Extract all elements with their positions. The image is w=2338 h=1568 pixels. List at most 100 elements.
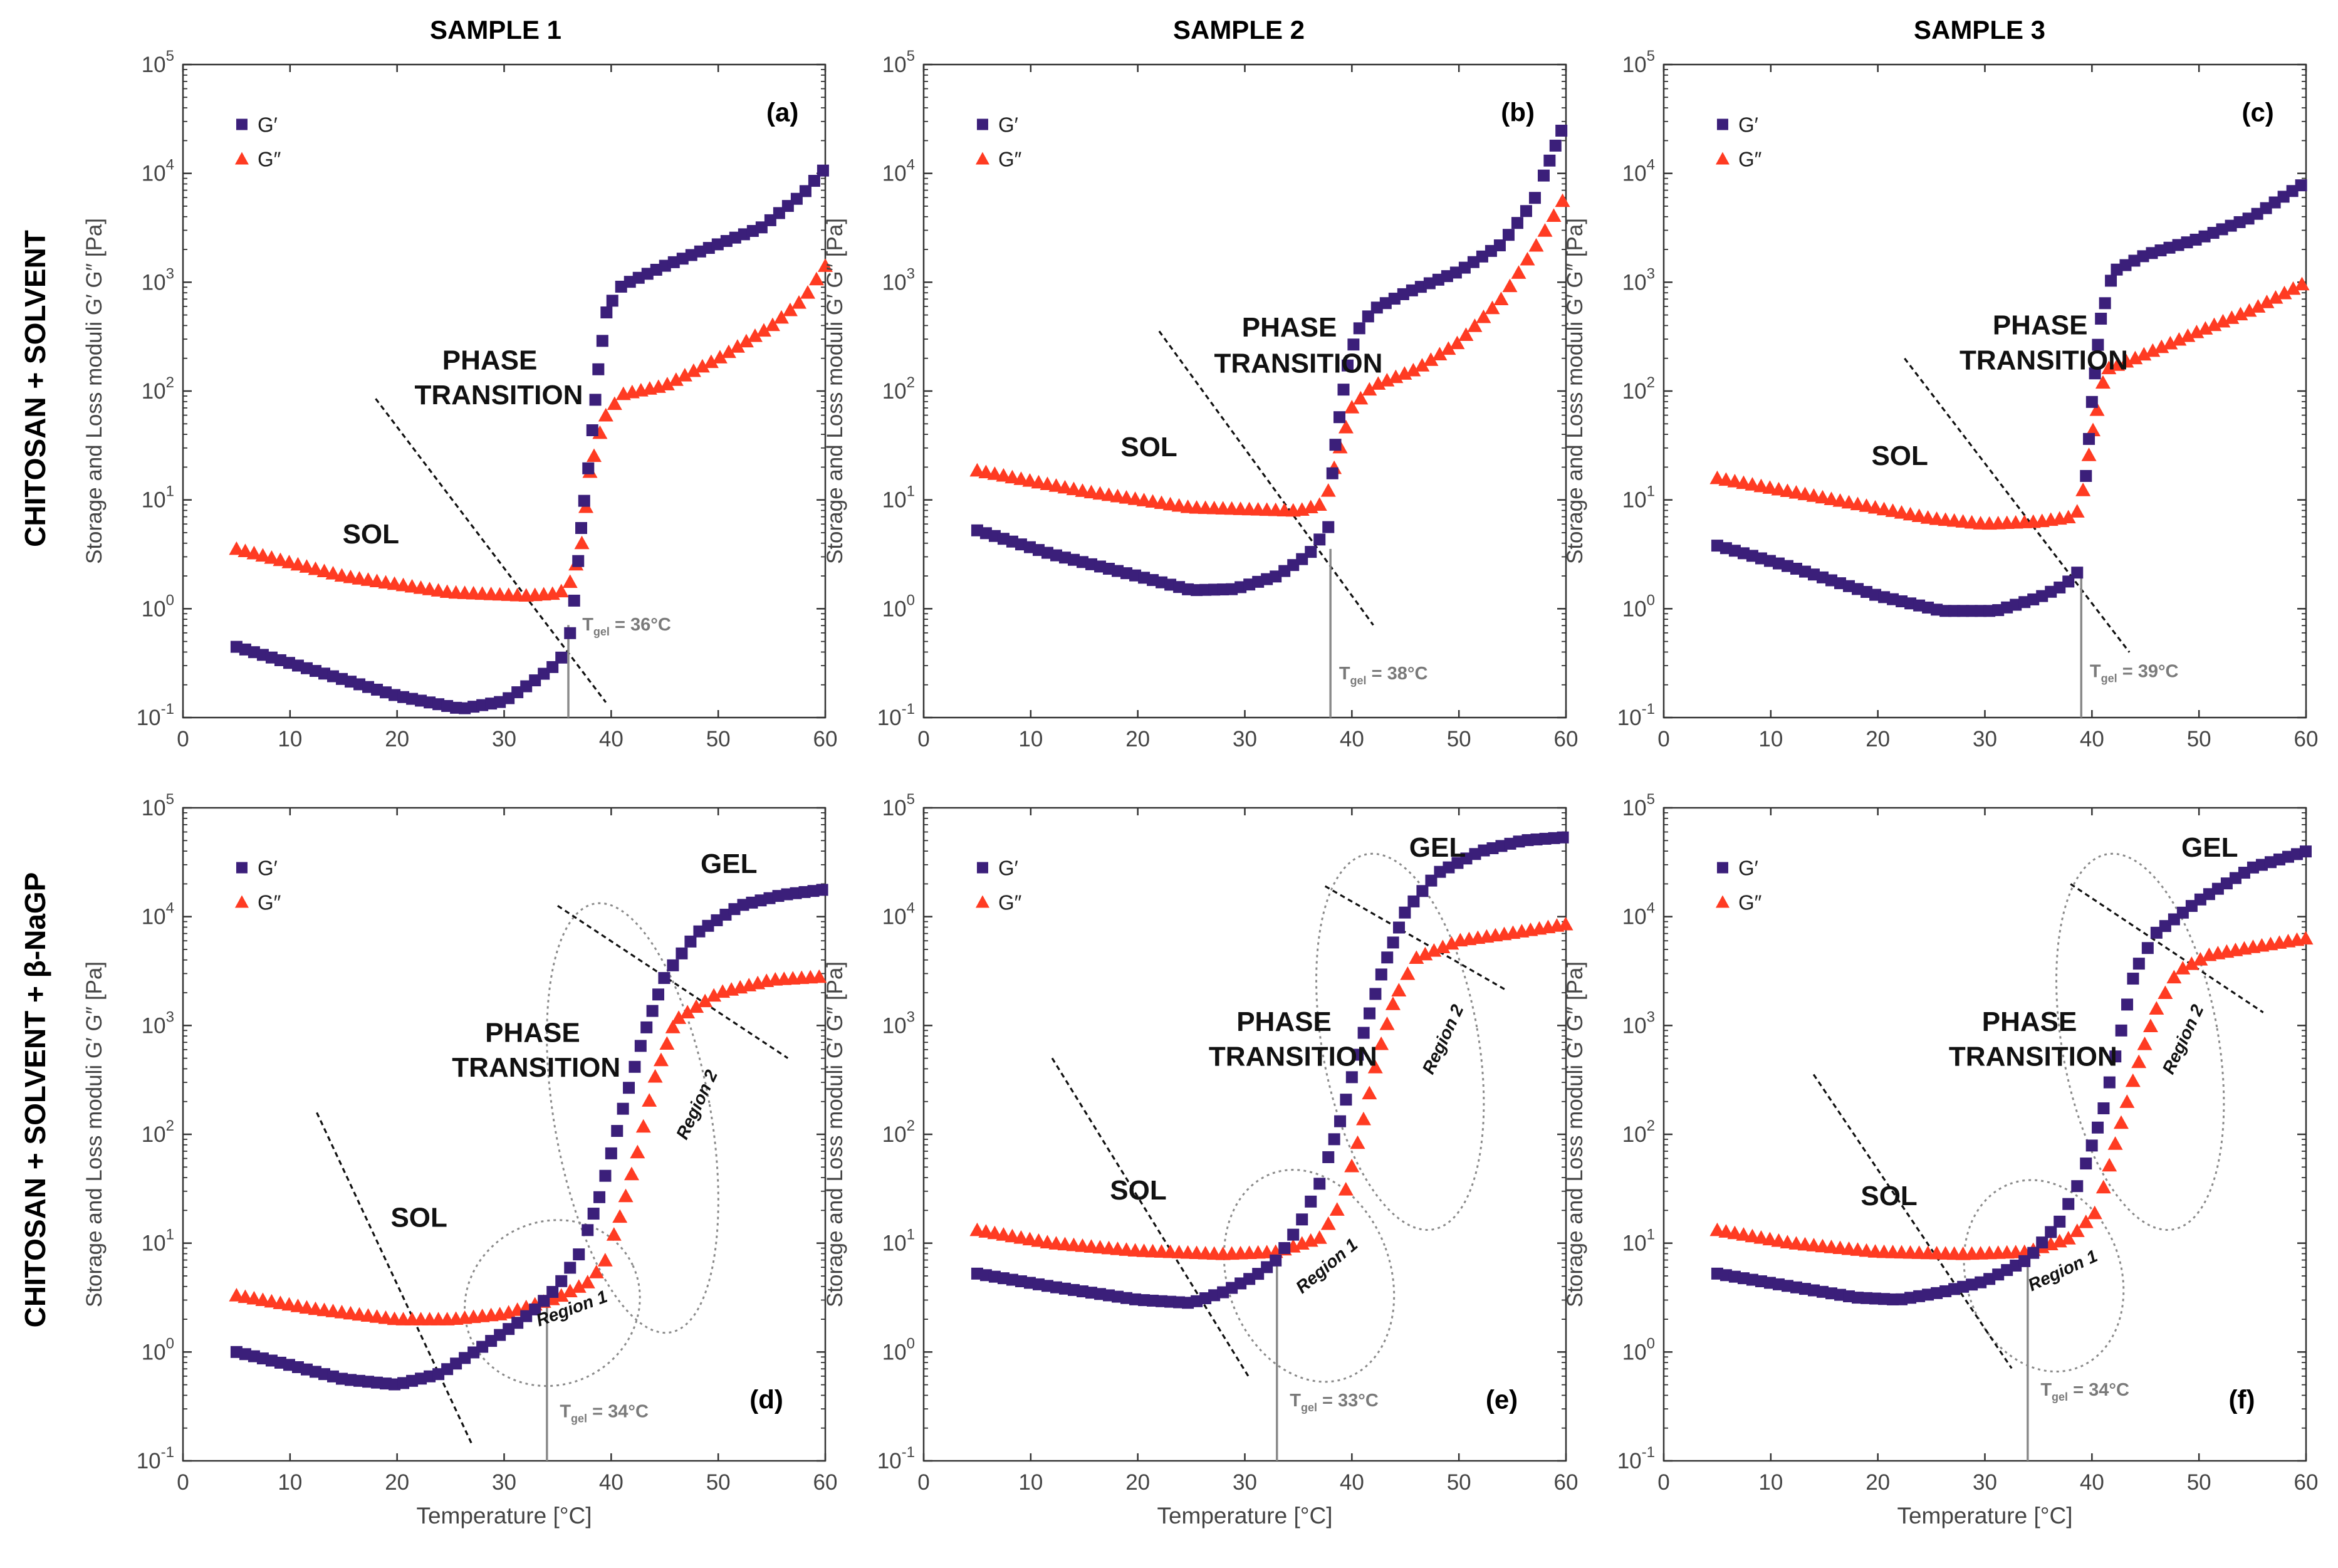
g-double-prime-point [1537, 223, 1553, 237]
panel-e: 0 10 20 30 40 50 60 10-1 100 101 102 103 104 105 Stora… [823, 791, 1578, 1529]
g-double-prime-point [791, 295, 806, 309]
g-prime-point [2062, 1198, 2075, 1210]
g-double-prime-point [2259, 295, 2275, 308]
g-prime-point [640, 1021, 653, 1033]
x-tick-label: 50 [1447, 727, 1471, 751]
y-tick-label: 103 [142, 1008, 174, 1038]
g-prime-point [1353, 322, 1365, 335]
x-tick-label: 40 [1340, 727, 1364, 751]
g-double-prime-point [756, 323, 771, 337]
g-prime-point [1357, 1027, 1370, 1039]
g-prime-point [629, 1060, 641, 1073]
panel-label: (b) [1501, 97, 1535, 127]
g-double-prime-point [1320, 1216, 1336, 1230]
g-prime-point [1313, 1178, 1326, 1190]
annotation-sol: SOL [1120, 432, 1177, 463]
g-double-prime-point [1859, 498, 1874, 512]
g-prime-point [676, 947, 688, 959]
g-double-prime-point [1013, 471, 1029, 485]
g-double-prime-point [987, 1225, 1003, 1240]
g-double-prime-point [706, 988, 722, 1002]
g-double-prime-point [1127, 491, 1143, 505]
g-double-prime-point [624, 1166, 639, 1181]
g-double-prime-point [1718, 472, 1734, 486]
annotation-transition: TRANSITION [1960, 345, 2128, 375]
g-double-prime-point [812, 969, 827, 983]
g-double-prime-point [1467, 318, 1483, 332]
g-prime-point [2085, 1139, 2098, 1152]
g-prime-point [1345, 1071, 1358, 1084]
g-prime-point [606, 295, 618, 307]
g-prime-point [2071, 1180, 2084, 1193]
g-double-prime-point [680, 1005, 696, 1018]
y-tick-label: 100 [1622, 592, 1655, 621]
x-tick-label: 10 [1758, 727, 1783, 751]
panel-label: (e) [1486, 1385, 1518, 1414]
g-double-prime-point [1005, 1228, 1020, 1243]
panel-d: 0 10 20 30 40 50 60 10-1 100 101 102 103 104 105 Stora… [82, 791, 837, 1529]
g-double-prime-point [264, 550, 279, 564]
y-tick-label: 100 [142, 1335, 174, 1364]
g-double-prime-point [378, 575, 394, 589]
g-double-prime-point [1355, 1111, 1371, 1126]
g-double-prime-point [1745, 477, 1760, 491]
region-ellipse-2 [546, 902, 719, 1334]
legend-g-prime-label: G′ [1738, 857, 1758, 880]
g-double-prime-point [1417, 946, 1433, 961]
g-prime-point [572, 555, 585, 567]
g-prime-point [2127, 973, 2139, 985]
y-axis-label: Storage and Loss moduli G′ G″ [Pa] [823, 961, 847, 1307]
g-double-prime-point [1824, 491, 1839, 505]
y-tick-label: 105 [882, 791, 915, 820]
x-tick-label: 60 [1554, 1470, 1579, 1495]
legend-g-double-prime-label: G″ [998, 148, 1022, 171]
y-tick-label: 102 [1622, 1117, 1655, 1147]
g-prime-point [2115, 1024, 2127, 1037]
g-double-prime-point [607, 396, 622, 410]
g-double-prime-point [2298, 931, 2314, 945]
g-double-prime-point [2198, 321, 2213, 335]
g-double-prime-point [2224, 310, 2240, 324]
g-prime-point [573, 1248, 585, 1261]
x-tick-label: 10 [1758, 1470, 1783, 1495]
y-axis-label: Storage and Loss moduli G′ G″ [Pa] [1563, 218, 1587, 564]
g-double-prime-point [255, 548, 271, 562]
g-double-prime-point [2069, 504, 2085, 518]
g-prime-point [582, 1224, 594, 1236]
g-prime-point [589, 394, 602, 406]
annotation-gel: GEL [2181, 832, 2238, 863]
g-double-prime-point [299, 1300, 315, 1314]
g-double-prime-point [1841, 494, 1857, 509]
g-double-prime-point [1385, 996, 1401, 1010]
g-double-prime-point [1867, 499, 1883, 514]
x-tick-label: 20 [1125, 727, 1150, 751]
g-double-prime-point [1762, 480, 1778, 494]
g-double-prime-point [1920, 510, 1936, 524]
g-double-prime-point [2166, 970, 2182, 984]
g-double-prime-point [689, 999, 704, 1013]
y-axis-label: Storage and Loss moduli G′ G″ [Pa] [1563, 961, 1587, 1307]
g-prime-point [546, 661, 559, 673]
panel-label: (c) [2241, 97, 2273, 127]
g-double-prime-point [996, 1227, 1011, 1241]
g-prime-point [2295, 179, 2307, 192]
g-prime-point [808, 175, 820, 187]
region-ellipse-1 [1223, 1169, 1396, 1383]
y-tick-label: 103 [1622, 265, 1655, 295]
g-double-prime-point [2154, 339, 2169, 353]
g-double-prime-point [606, 1227, 622, 1241]
y-tick-label: 104 [142, 900, 174, 929]
g-double-prime-point [1458, 327, 1474, 341]
g-double-prime-point [2193, 952, 2208, 966]
g-double-prime-point [308, 561, 323, 575]
g-prime-point [2097, 1102, 2110, 1114]
x-tick-label: 10 [278, 1470, 302, 1495]
g-prime-point [1407, 895, 1420, 907]
g-double-prime-point [2131, 1054, 2147, 1069]
g-double-prime-point [553, 583, 569, 598]
g-double-prime-point [290, 557, 306, 571]
g-double-prime-point [773, 310, 789, 324]
g-double-prime-point [2294, 276, 2310, 291]
y-tick-label: 105 [1622, 791, 1655, 820]
annotation-transition: TRANSITION [1949, 1042, 2117, 1072]
